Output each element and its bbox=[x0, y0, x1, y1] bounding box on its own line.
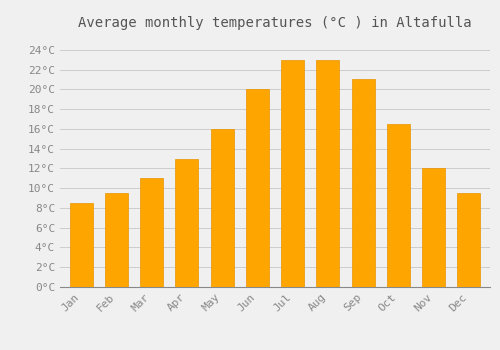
Bar bbox=[210, 129, 234, 287]
Bar bbox=[70, 203, 92, 287]
Bar bbox=[246, 89, 269, 287]
Bar bbox=[422, 168, 445, 287]
Bar bbox=[176, 159, 199, 287]
Bar bbox=[458, 193, 480, 287]
Bar bbox=[316, 60, 340, 287]
Title: Average monthly temperatures (°C ) in Altafulla: Average monthly temperatures (°C ) in Al… bbox=[78, 16, 472, 30]
Bar bbox=[281, 60, 304, 287]
Bar bbox=[352, 79, 374, 287]
Bar bbox=[140, 178, 163, 287]
Bar bbox=[387, 124, 410, 287]
Bar bbox=[105, 193, 128, 287]
